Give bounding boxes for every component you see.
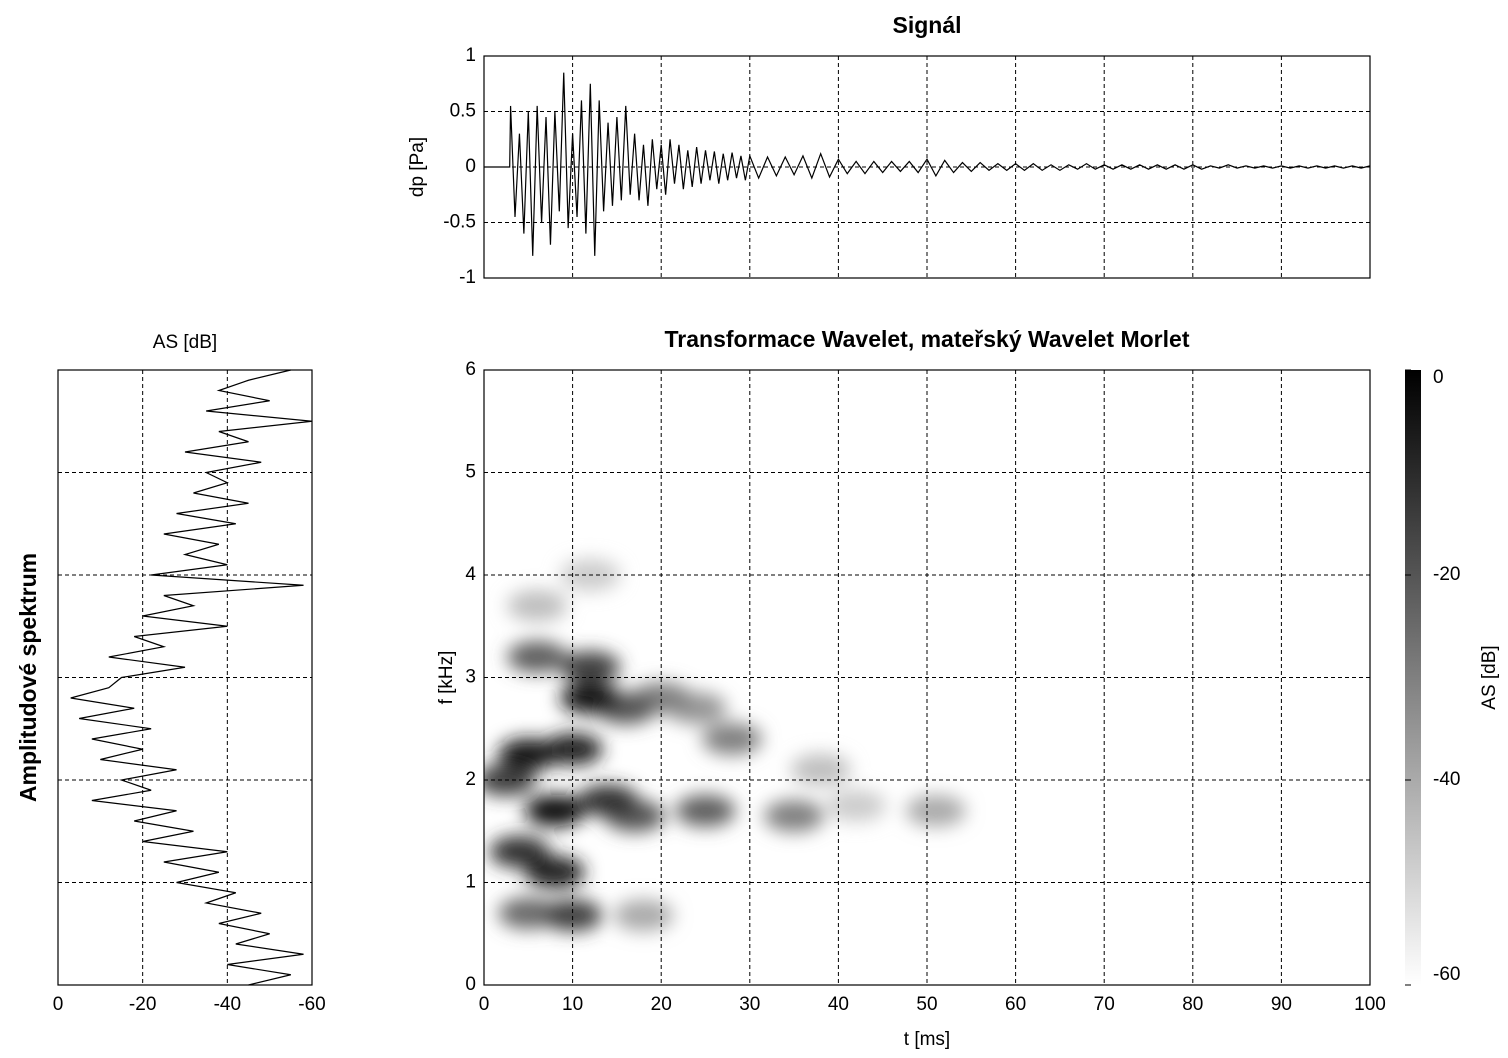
- chart-title: Transformace Wavelet, mateřský Wavelet M…: [665, 326, 1190, 352]
- colorbar: [1405, 370, 1421, 985]
- heatmap: [484, 559, 966, 932]
- data-line: [70, 369, 313, 986]
- y-tick-label: -0.5: [443, 212, 476, 233]
- heatmap-cell: [764, 799, 825, 832]
- y-axis-label: dp [Pa]: [407, 137, 428, 197]
- y-axis-label: f [kHz]: [436, 651, 457, 705]
- heatmap-cell: [498, 897, 559, 930]
- chart-title: AS [dB]: [153, 332, 217, 353]
- y-tick-label: 6: [465, 359, 476, 380]
- x-tick-label: -20: [129, 994, 156, 1015]
- heatmap-cell: [675, 794, 736, 827]
- x-tick-label: 50: [916, 994, 937, 1015]
- heatmap-cell: [484, 764, 537, 796]
- x-tick-label: 90: [1271, 994, 1292, 1015]
- colorbar-tick-label: -20: [1433, 564, 1460, 585]
- y-axis-label: Amplitudové spektrum: [15, 553, 41, 802]
- heatmap-cell: [524, 856, 585, 889]
- x-tick-label: 0: [479, 994, 490, 1015]
- heatmap-cell: [507, 589, 568, 622]
- x-tick-label: -60: [298, 994, 325, 1015]
- heatmap-cell: [560, 682, 621, 714]
- colorbar-tick-label: 0: [1433, 367, 1444, 388]
- x-axis-label: t [ms]: [904, 1029, 950, 1050]
- y-tick-label: 0: [465, 156, 476, 177]
- y-tick-label: 3: [465, 667, 476, 688]
- heatmap-cell: [542, 899, 603, 932]
- x-tick-label: 0: [53, 994, 64, 1015]
- heatmap-cell: [905, 794, 966, 827]
- y-tick-label: 0: [465, 974, 476, 995]
- heatmap-blobs: [484, 559, 966, 932]
- y-tick-label: 1: [465, 872, 476, 893]
- x-tick-label: 40: [828, 994, 849, 1015]
- heatmap-cell: [613, 899, 674, 932]
- x-tick-label: 10: [562, 994, 583, 1015]
- chart-title: Signál: [892, 12, 961, 38]
- heatmap-cell: [507, 641, 568, 673]
- x-tick-label: 30: [739, 994, 760, 1015]
- y-tick-label: 5: [465, 462, 476, 483]
- y-tick-label: 4: [465, 564, 476, 585]
- plot-frame: [57, 369, 313, 986]
- heatmap-cell: [702, 723, 763, 755]
- x-tick-label: 100: [1354, 994, 1386, 1015]
- colorbar-tick-label: -40: [1433, 769, 1460, 790]
- colorbar-tick-label: -60: [1433, 964, 1460, 985]
- x-tick-label: 70: [1094, 994, 1115, 1015]
- x-tick-label: 80: [1182, 994, 1203, 1015]
- heatmap-cell: [489, 835, 550, 868]
- heatmap-cell: [826, 789, 887, 822]
- y-tick-label: 2: [465, 769, 476, 790]
- heatmap-cell: [498, 738, 559, 771]
- heatmap-cell: [578, 784, 639, 817]
- y-tick-label: -1: [459, 267, 476, 288]
- heatmap-cell: [790, 753, 851, 786]
- plot-frame: [483, 369, 1371, 986]
- heatmap-cell: [560, 651, 621, 684]
- y-tick-label: 0.5: [450, 101, 476, 122]
- y-tick-label: 1: [465, 45, 476, 66]
- x-tick-label: -40: [214, 994, 241, 1015]
- data-line: [484, 72, 1371, 256]
- x-tick-label: 60: [1005, 994, 1026, 1015]
- heatmap-cell: [524, 794, 585, 827]
- x-tick-label: 20: [651, 994, 672, 1015]
- colorbar-label: AS [dB]: [1479, 645, 1500, 709]
